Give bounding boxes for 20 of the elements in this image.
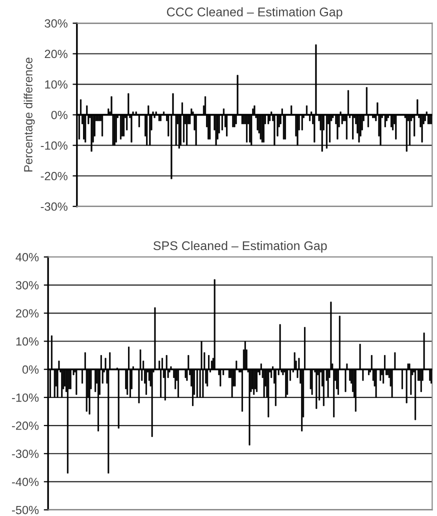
chart-title: CCC Cleaned – Estimation Gap	[166, 7, 342, 19]
y-tick-label: 30%	[16, 281, 39, 290]
y-tick-label: -30%	[40, 202, 68, 211]
y-tick-label: 20%	[44, 50, 68, 58]
y-tick-label: 30%	[44, 19, 68, 28]
y-axis-title: Percentage difference	[24, 58, 35, 172]
y-tick-label: -20%	[12, 422, 39, 430]
y-tick-label: 0%	[51, 110, 68, 120]
y-tick-label: 20%	[16, 309, 39, 318]
y-tick-label: -10%	[12, 393, 39, 402]
y-tick-label: -50%	[12, 506, 39, 514]
y-tick-label: 0%	[22, 365, 39, 374]
y-tick-label: 40%	[16, 253, 39, 262]
y-tick-label: -20%	[40, 172, 68, 180]
y-tick-label: 10%	[45, 80, 68, 89]
y-tick-label: -30%	[12, 450, 39, 458]
chart-title: SPS Cleaned – Estimation Gap	[154, 240, 327, 253]
y-tick-label: -10%	[40, 141, 68, 150]
y-tick-label: 10%	[16, 337, 39, 346]
y-tick-label: -40%	[12, 478, 39, 486]
